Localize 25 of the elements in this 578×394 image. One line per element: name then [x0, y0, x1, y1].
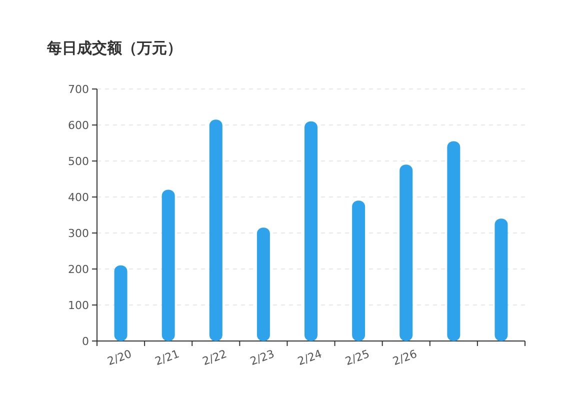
x-tick-label: 2/21 — [153, 347, 181, 368]
y-tick-label: 100 — [68, 299, 89, 312]
x-tick-label: 2/24 — [296, 347, 324, 368]
bar — [352, 200, 366, 341]
y-tick-label: 0 — [82, 335, 89, 348]
bar — [304, 121, 318, 341]
x-tick-label: 2/25 — [344, 347, 372, 368]
bar — [256, 228, 270, 341]
y-tick-label: 200 — [68, 263, 89, 276]
bar — [494, 218, 508, 341]
bar — [162, 190, 175, 341]
chart-title: 每日成交额（万元） — [46, 39, 182, 57]
y-tick-label: 700 — [68, 83, 89, 96]
x-tick-label: 2/20 — [106, 347, 134, 368]
x-tick-label: 2/22 — [200, 347, 229, 368]
bar — [447, 141, 460, 341]
y-tick-label: 600 — [68, 119, 89, 132]
bar — [400, 164, 413, 341]
x-tick-label: 2/23 — [248, 347, 276, 368]
x-tick-label: 2/26 — [391, 347, 419, 368]
y-tick-label: 400 — [68, 191, 89, 204]
bar — [114, 265, 128, 341]
y-tick-label: 500 — [68, 155, 89, 168]
y-tick-label: 300 — [68, 227, 89, 240]
bar — [209, 120, 222, 341]
